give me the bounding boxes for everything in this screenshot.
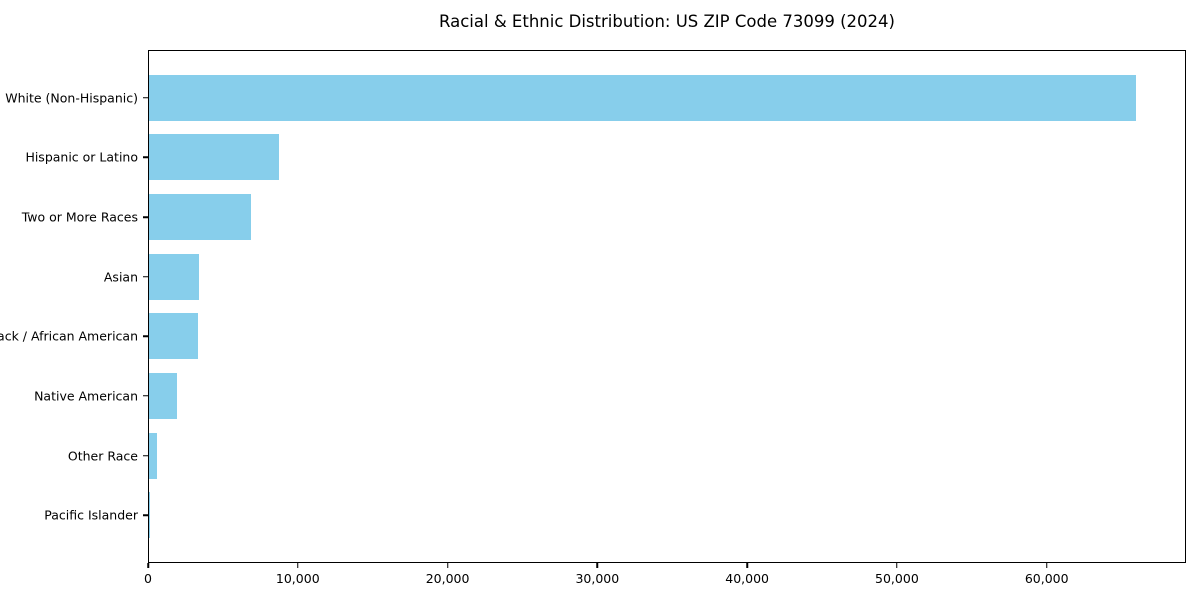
x-tick-label: 50,000 xyxy=(875,571,919,586)
chart-title: Racial & Ethnic Distribution: US ZIP Cod… xyxy=(439,12,895,31)
bar xyxy=(149,134,280,181)
y-tick-mark xyxy=(143,275,148,278)
x-tick-mark xyxy=(896,563,898,568)
bar-row: Pacific Islander xyxy=(44,485,1185,545)
x-tick-mark xyxy=(746,563,748,568)
bar-row: Asian xyxy=(104,247,1185,307)
bar-row: Hispanic or Latino xyxy=(25,128,1185,188)
x-tick-label: 40,000 xyxy=(725,571,769,586)
y-tick-mark xyxy=(143,454,148,457)
bar-row: Other Race xyxy=(68,426,1185,486)
plot-area: White (Non-Hispanic) Hispanic or Latino Tw… xyxy=(0,50,1186,563)
x-tick-label: 0 xyxy=(144,571,152,586)
bar xyxy=(149,313,199,360)
x-tick-mark xyxy=(1045,563,1048,568)
y-tick-label: Hispanic or Latino xyxy=(25,149,138,165)
y-tick-label: Other Race xyxy=(67,448,138,464)
x-axis: 0 10,000 20,000 30,000 40,000 50,000 60,000 xyxy=(144,562,1186,596)
bar-row: Two or More Races xyxy=(22,187,1185,247)
y-tick-label: Asian xyxy=(103,269,138,285)
x-tick-mark xyxy=(446,563,449,568)
y-tick-mark xyxy=(143,335,148,338)
bar-row: Native American xyxy=(34,366,1185,426)
y-tick-label: Black / African American xyxy=(0,328,138,344)
bars-container: White (Non-Hispanic) Hispanic or Latino Tw… xyxy=(0,51,1185,562)
y-tick-mark xyxy=(143,395,148,397)
x-tick-label: 60,000 xyxy=(1024,571,1069,586)
bar-row: Black / African American xyxy=(0,307,1185,367)
y-tick-mark xyxy=(143,216,148,218)
x-tick-label: 10,000 xyxy=(275,571,320,586)
y-tick-mark xyxy=(143,156,148,159)
bar-row: White (Non-Hispanic) xyxy=(5,68,1185,128)
y-tick-label: Two or More Races xyxy=(21,209,138,225)
y-tick-mark xyxy=(143,97,148,99)
x-tick-mark xyxy=(147,563,149,568)
x-tick-mark xyxy=(596,563,599,568)
x-tick-mark xyxy=(297,563,299,568)
x-tick-label: 30,000 xyxy=(575,571,620,586)
bar xyxy=(149,74,1136,121)
x-tick-label: 20,000 xyxy=(425,571,470,586)
bar xyxy=(149,253,199,300)
bar xyxy=(149,194,251,241)
y-tick-label: Pacific Islander xyxy=(44,507,138,523)
y-tick-label: White (Non-Hispanic) xyxy=(5,90,138,106)
y-tick-mark xyxy=(143,514,148,516)
bar xyxy=(149,432,158,479)
bar xyxy=(149,372,177,419)
y-tick-label: Native American xyxy=(34,388,138,404)
